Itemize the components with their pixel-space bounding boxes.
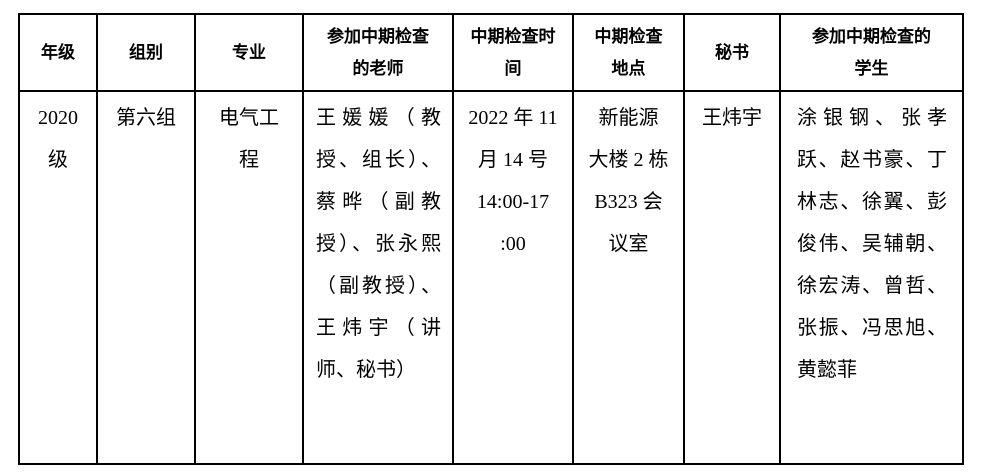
- header-secretary: 秘书: [683, 13, 781, 92]
- cell-major: 电气工 程: [194, 90, 304, 465]
- cell-time: 2022 年 11 月 14 号 14:00-17 :00: [452, 90, 574, 465]
- table-row: 2020 级 第六组 电气工 程 王媛媛（教授、组长）、蔡晔（副教授）、张永熙（…: [18, 90, 964, 465]
- cell-secretary: 王炜宇: [683, 90, 781, 465]
- cell-grade: 2020 级: [18, 90, 98, 465]
- cell-location: 新能源 大楼 2 栋 B323 会 议室: [572, 90, 685, 465]
- document-page: 年级 组别 专业 参加中期检查 的老师 中期检查时 间 中期检查 地点 秘书 参…: [18, 13, 964, 465]
- header-group: 组别: [96, 13, 196, 92]
- header-teachers: 参加中期检查 的老师: [302, 13, 454, 92]
- cell-group: 第六组: [96, 90, 196, 465]
- header-grade: 年级: [18, 13, 98, 92]
- header-location: 中期检查 地点: [572, 13, 685, 92]
- cell-teachers: 王媛媛（教授、组长）、蔡晔（副教授）、张永熙（副教授）、王炜宇（讲师、秘书）: [302, 90, 454, 465]
- header-major: 专业: [194, 13, 304, 92]
- cell-students: 涂银钢、张孝跃、赵书豪、丁林志、徐翼、彭俊伟、吴辅朝、徐宏涛、曾哲、张振、冯思旭…: [779, 90, 964, 465]
- header-time: 中期检查时 间: [452, 13, 574, 92]
- header-students: 参加中期检查的 学生: [779, 13, 964, 92]
- header-row: 年级 组别 专业 参加中期检查 的老师 中期检查时 间 中期检查 地点 秘书 参…: [18, 13, 964, 92]
- midterm-check-schedule-table: 年级 组别 专业 参加中期检查 的老师 中期检查时 间 中期检查 地点 秘书 参…: [18, 13, 964, 465]
